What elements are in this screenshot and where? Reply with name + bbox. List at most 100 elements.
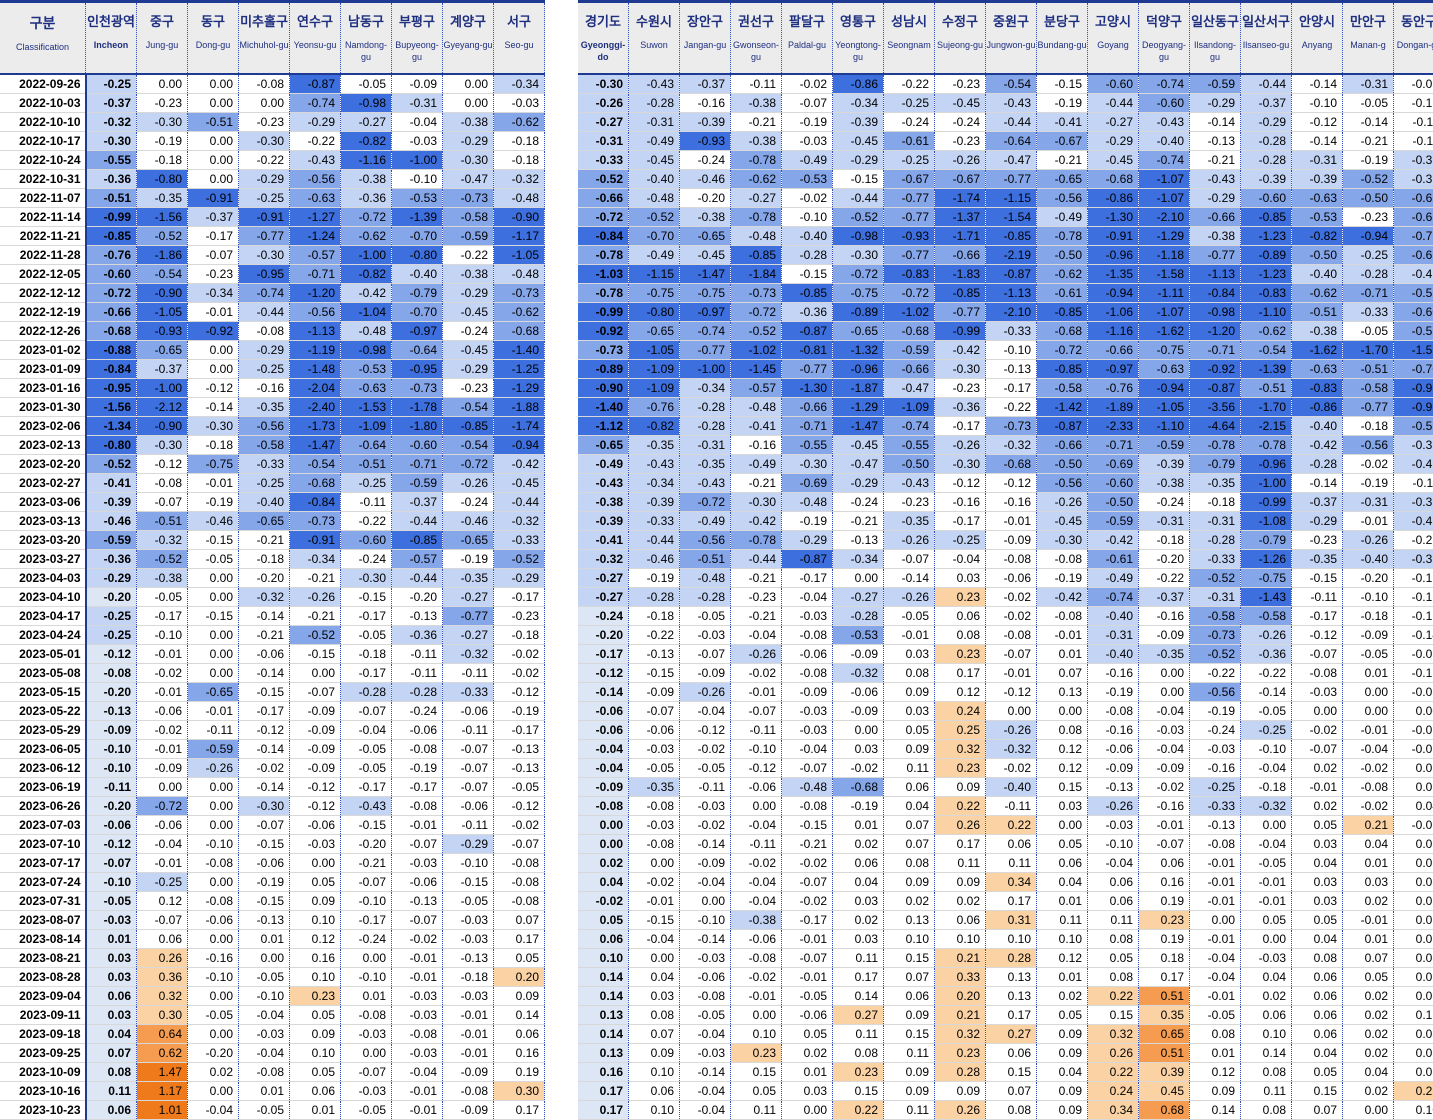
value-cell: -0.11 xyxy=(986,797,1037,816)
column-header-english: Jung-gu xyxy=(137,39,187,51)
value-cell: 0.05 xyxy=(1037,835,1088,854)
value-cell: 0.00 xyxy=(188,1025,239,1044)
value-cell: -0.16 xyxy=(1139,607,1190,626)
value-cell: 0.08 xyxy=(935,626,986,645)
aggregate-value-cell: -0.52 xyxy=(86,455,137,474)
value-cell: -0.38 xyxy=(341,170,392,189)
value-cell: 0.01 xyxy=(1394,930,1433,949)
value-cell: -0.48 xyxy=(782,778,833,797)
value-cell: -0.10 xyxy=(1241,740,1292,759)
value-cell: -0.12 xyxy=(680,721,731,740)
value-cell: -0.02 xyxy=(494,664,545,683)
value-cell: 0.05 xyxy=(1241,911,1292,930)
value-cell: -0.09 xyxy=(290,721,341,740)
value-cell: -0.89 xyxy=(1241,246,1292,265)
value-cell: 0.05 xyxy=(884,721,935,740)
value-cell: -0.12 xyxy=(731,759,782,778)
value-cell: 0.10 xyxy=(290,968,341,987)
value-cell: -1.10 xyxy=(1139,417,1190,436)
value-cell: -0.12 xyxy=(137,455,188,474)
value-cell: 0.05 xyxy=(1394,1044,1433,1063)
value-cell: -0.17 xyxy=(392,778,443,797)
value-cell: -0.07 xyxy=(137,493,188,512)
value-cell: -0.07 xyxy=(290,683,341,702)
value-cell: -1.70 xyxy=(1343,341,1394,360)
value-cell: -1.47 xyxy=(680,265,731,284)
value-cell: -0.01 xyxy=(188,474,239,493)
value-cell: -0.29 xyxy=(239,170,290,189)
value-cell: 0.07 xyxy=(1343,949,1394,968)
table-row: 2023-06-12-0.10-0.09-0.26-0.02-0.09-0.05… xyxy=(0,759,545,778)
value-cell: -0.11 xyxy=(188,721,239,740)
value-cell: -0.08 xyxy=(986,626,1037,645)
value-cell: -0.12 xyxy=(986,683,1037,702)
value-cell: 0.32 xyxy=(935,1025,986,1044)
value-cell: -0.06 xyxy=(782,645,833,664)
value-cell: -0.35 xyxy=(680,455,731,474)
value-cell: -0.43 xyxy=(290,151,341,170)
aggregate-value-cell: -0.36 xyxy=(86,170,137,189)
value-cell: -0.21 xyxy=(290,569,341,588)
value-cell: 0.00 xyxy=(341,949,392,968)
value-cell: -0.22 xyxy=(1394,531,1433,550)
value-cell: -0.85 xyxy=(935,284,986,303)
value-cell: 0.03 xyxy=(833,892,884,911)
value-cell: -1.54 xyxy=(986,208,1037,227)
value-cell: 0.02 xyxy=(1292,759,1343,778)
value-cell: 0.51 xyxy=(1139,1044,1190,1063)
aggregate-value-cell: -0.99 xyxy=(578,303,629,322)
value-cell: -0.09 xyxy=(137,759,188,778)
value-cell: 0.06 xyxy=(1292,968,1343,987)
value-cell: -0.17 xyxy=(341,664,392,683)
table-row: 2023-03-20-0.59-0.32-0.15-0.21-0.91-0.60… xyxy=(0,531,545,550)
value-cell: -0.08 xyxy=(341,1006,392,1025)
value-cell: -0.34 xyxy=(188,284,239,303)
value-cell: -0.04 xyxy=(731,873,782,892)
value-cell: -0.54 xyxy=(986,74,1037,94)
value-cell: -0.25 xyxy=(239,360,290,379)
value-cell: -0.62 xyxy=(1037,265,1088,284)
value-cell: -0.59 xyxy=(884,341,935,360)
table-row: 2022-12-05-0.60-0.54-0.23-0.95-0.71-0.82… xyxy=(0,265,545,284)
value-cell: -0.48 xyxy=(494,189,545,208)
date-cell: 2022-10-17 xyxy=(0,132,86,151)
value-cell: 0.06 xyxy=(935,607,986,626)
value-cell: -0.32 xyxy=(239,588,290,607)
value-cell: -2.10 xyxy=(986,303,1037,322)
aggregate-value-cell: -0.27 xyxy=(578,569,629,588)
value-cell: 0.11 xyxy=(935,854,986,873)
value-cell: -0.03 xyxy=(1139,721,1190,740)
value-cell: -1.09 xyxy=(629,379,680,398)
value-cell: -1.80 xyxy=(392,417,443,436)
table-row: -0.92-0.65-0.74-0.52-0.87-0.65-0.68-0.99… xyxy=(578,322,1433,341)
date-cell: 2023-09-11 xyxy=(0,1006,86,1025)
value-cell: -0.01 xyxy=(731,683,782,702)
table-row: -1.40-0.76-0.28-0.48-0.66-1.29-1.09-0.36… xyxy=(578,398,1433,417)
value-cell: -0.98 xyxy=(341,94,392,113)
value-cell: -0.65 xyxy=(680,227,731,246)
value-cell: -2.12 xyxy=(137,398,188,417)
value-cell: -0.14 xyxy=(1394,626,1433,645)
value-cell: -0.04 xyxy=(392,1063,443,1082)
value-cell: -0.77 xyxy=(986,170,1037,189)
value-cell: -0.12 xyxy=(986,474,1037,493)
value-cell: -0.47 xyxy=(986,151,1037,170)
value-cell: -0.19 xyxy=(443,550,494,569)
value-cell: -0.42 xyxy=(341,284,392,303)
value-cell: -0.52 xyxy=(1343,170,1394,189)
value-cell: 0.30 xyxy=(494,1082,545,1101)
value-cell: -0.01 xyxy=(1139,816,1190,835)
column-header-english: Anyang xyxy=(1292,39,1342,51)
value-cell: -0.05 xyxy=(1394,683,1433,702)
value-cell: -0.48 xyxy=(782,493,833,512)
value-cell: -1.43 xyxy=(1241,588,1292,607)
value-cell: -0.03 xyxy=(1292,683,1343,702)
value-cell: -0.39 xyxy=(1139,455,1190,474)
value-cell: -0.62 xyxy=(341,227,392,246)
value-cell: -0.18 xyxy=(494,132,545,151)
value-cell: -0.15 xyxy=(782,816,833,835)
value-cell: 0.00 xyxy=(1190,911,1241,930)
